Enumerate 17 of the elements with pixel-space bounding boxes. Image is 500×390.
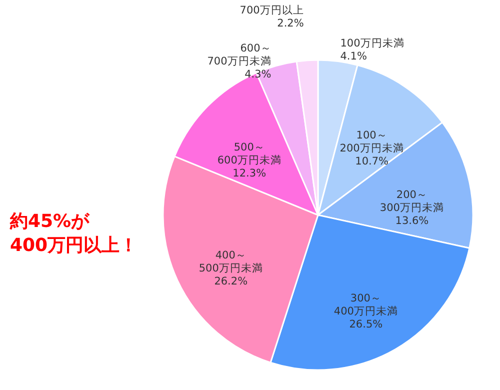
- slice-label: 400～500万円未満: [198, 250, 263, 275]
- slice-label: 300～400万円未満: [334, 292, 398, 318]
- slice-label: 700万円以上: [240, 3, 304, 16]
- data-label: 4.3%: [244, 68, 272, 80]
- data-label: 13.6%: [395, 214, 429, 227]
- slice-label: 200～300万円未満: [380, 188, 444, 214]
- slice-label: 500～600万円未満: [217, 142, 282, 167]
- data-label: 12.3%: [232, 168, 266, 180]
- data-label: 4.1%: [340, 50, 367, 62]
- slice-label: 600～700万円未満: [207, 42, 272, 68]
- slice-label: 100万円未満: [340, 36, 404, 50]
- slice-label: 100～200万円未満: [340, 129, 404, 154]
- data-label: 2.2%: [277, 17, 304, 30]
- data-label: 26.2%: [214, 276, 248, 288]
- data-label: 26.5%: [349, 318, 383, 330]
- text: 約45%が 400万円以上！: [9, 211, 138, 256]
- data-label: 10.7%: [355, 155, 389, 168]
